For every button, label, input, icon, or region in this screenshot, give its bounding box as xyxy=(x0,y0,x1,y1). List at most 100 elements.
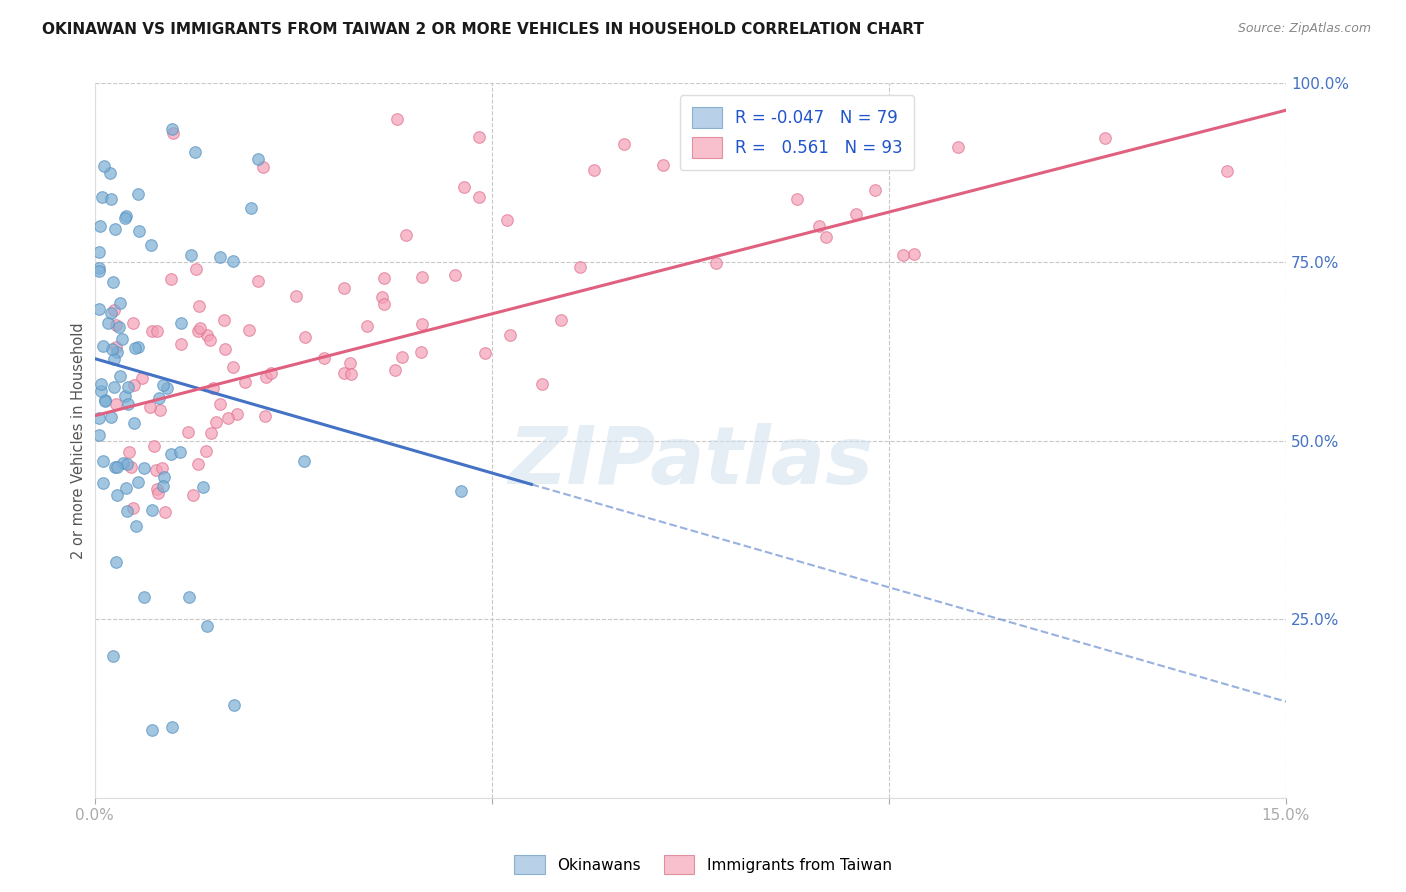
Point xyxy=(474,346,496,360)
Point xyxy=(238,323,260,337)
Point xyxy=(169,337,191,351)
Point xyxy=(125,518,148,533)
Point xyxy=(98,166,121,180)
Point xyxy=(314,351,336,365)
Text: OKINAWAN VS IMMIGRANTS FROM TAIWAN 2 OR MORE VEHICLES IN HOUSEHOLD CORRELATION C: OKINAWAN VS IMMIGRANTS FROM TAIWAN 2 OR … xyxy=(42,22,924,37)
Point xyxy=(387,112,409,127)
Point xyxy=(212,313,235,327)
Point xyxy=(139,400,162,414)
Point xyxy=(145,463,167,477)
Point xyxy=(120,459,142,474)
Point xyxy=(104,459,127,474)
Text: ZIPatlas: ZIPatlas xyxy=(508,423,873,501)
Point xyxy=(531,377,554,392)
Point xyxy=(371,290,394,304)
Point xyxy=(124,341,146,355)
Point xyxy=(224,698,246,713)
Point xyxy=(114,211,136,226)
Point xyxy=(948,140,970,154)
Point xyxy=(105,397,128,411)
Point xyxy=(103,379,125,393)
Point xyxy=(94,392,117,407)
Point xyxy=(108,296,131,310)
Point xyxy=(235,375,257,389)
Point xyxy=(150,460,173,475)
Point xyxy=(187,299,209,313)
Y-axis label: 2 or more Vehicles in Household: 2 or more Vehicles in Household xyxy=(72,322,86,559)
Point xyxy=(118,445,141,459)
Point xyxy=(100,306,122,320)
Point xyxy=(187,324,209,338)
Point xyxy=(284,288,307,302)
Point xyxy=(90,376,112,391)
Point xyxy=(91,190,114,204)
Point xyxy=(184,261,207,276)
Point xyxy=(160,272,183,286)
Point xyxy=(122,501,145,516)
Point xyxy=(807,219,830,233)
Point xyxy=(105,487,128,501)
Point xyxy=(87,264,110,278)
Point xyxy=(652,158,675,172)
Point xyxy=(90,384,112,399)
Point xyxy=(177,425,200,439)
Point xyxy=(87,261,110,276)
Point xyxy=(222,254,245,268)
Point xyxy=(333,281,356,295)
Point xyxy=(143,439,166,453)
Point xyxy=(101,648,124,663)
Point xyxy=(100,193,122,207)
Point xyxy=(468,190,491,204)
Point xyxy=(253,409,276,424)
Point xyxy=(259,366,281,380)
Point xyxy=(170,317,193,331)
Point xyxy=(191,480,214,494)
Point xyxy=(582,163,605,178)
Point xyxy=(194,444,217,458)
Point xyxy=(122,417,145,431)
Point xyxy=(146,482,169,496)
Point xyxy=(443,268,465,282)
Point xyxy=(141,723,163,738)
Point xyxy=(94,394,117,409)
Point xyxy=(169,445,191,459)
Point xyxy=(411,345,433,359)
Point xyxy=(450,483,472,498)
Point xyxy=(105,318,128,332)
Point xyxy=(247,274,270,288)
Point xyxy=(101,275,124,289)
Point xyxy=(117,397,139,411)
Point xyxy=(786,192,808,206)
Point xyxy=(384,363,406,377)
Point xyxy=(132,591,155,605)
Point xyxy=(468,130,491,145)
Point xyxy=(87,302,110,317)
Point xyxy=(183,488,205,502)
Point xyxy=(111,332,134,346)
Point xyxy=(104,556,127,570)
Text: Source: ZipAtlas.com: Source: ZipAtlas.com xyxy=(1237,22,1371,36)
Point xyxy=(1094,131,1116,145)
Point xyxy=(222,359,245,374)
Point xyxy=(394,227,416,242)
Point xyxy=(1216,164,1239,178)
Point xyxy=(117,457,139,471)
Point xyxy=(89,219,111,233)
Point xyxy=(87,427,110,442)
Point xyxy=(149,402,172,417)
Point xyxy=(356,318,378,333)
Point xyxy=(180,248,202,262)
Point xyxy=(373,271,395,285)
Point xyxy=(101,342,124,356)
Point xyxy=(903,246,925,260)
Point xyxy=(339,356,361,370)
Point xyxy=(252,161,274,175)
Point xyxy=(91,475,114,490)
Point xyxy=(148,486,170,500)
Point xyxy=(891,248,914,262)
Point xyxy=(205,415,228,429)
Point xyxy=(131,370,153,384)
Point xyxy=(105,340,128,354)
Point xyxy=(103,302,125,317)
Point xyxy=(863,183,886,197)
